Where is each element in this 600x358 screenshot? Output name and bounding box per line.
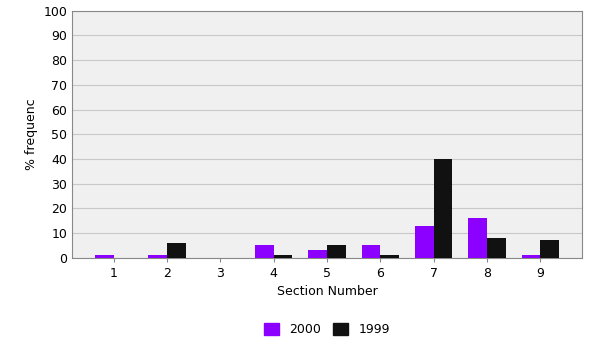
Bar xyxy=(308,250,327,258)
Bar xyxy=(95,255,114,258)
Bar xyxy=(415,226,434,258)
Bar xyxy=(148,255,167,258)
Bar xyxy=(167,243,186,258)
Bar xyxy=(468,218,487,258)
X-axis label: Section Number: Section Number xyxy=(277,285,377,298)
Legend: 2000, 1999: 2000, 1999 xyxy=(259,318,395,342)
Bar xyxy=(487,238,506,258)
Bar xyxy=(327,246,346,258)
Bar xyxy=(362,246,380,258)
Y-axis label: % frequenc: % frequenc xyxy=(25,98,38,170)
Bar xyxy=(380,255,399,258)
Bar xyxy=(521,255,540,258)
Bar xyxy=(274,255,292,258)
Bar xyxy=(434,159,452,258)
Bar xyxy=(540,241,559,258)
Bar xyxy=(255,246,274,258)
